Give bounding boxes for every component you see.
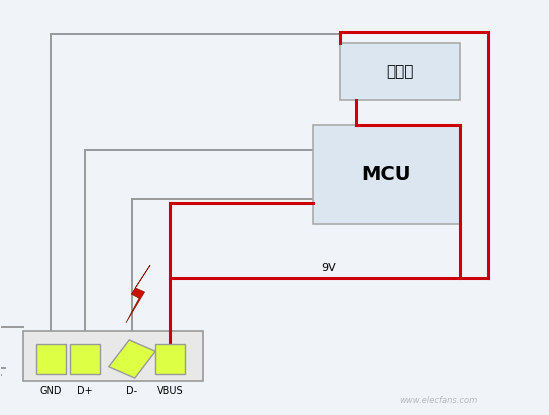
Text: MCU: MCU bbox=[362, 165, 411, 184]
Bar bbox=[313, 125, 460, 224]
Text: 充电器: 充电器 bbox=[386, 64, 414, 79]
Text: GND: GND bbox=[40, 386, 62, 395]
Text: 9V: 9V bbox=[321, 263, 336, 273]
Text: D+: D+ bbox=[77, 386, 93, 395]
Bar bbox=[109, 340, 155, 378]
Text: D-: D- bbox=[126, 386, 138, 395]
Bar bbox=[70, 344, 100, 374]
Bar bbox=[36, 344, 66, 374]
Bar bbox=[23, 331, 204, 381]
Text: VBUS: VBUS bbox=[156, 386, 183, 395]
Bar bbox=[340, 43, 460, 100]
Bar bbox=[155, 344, 185, 374]
Polygon shape bbox=[126, 265, 150, 323]
Text: www.elecfans.com: www.elecfans.com bbox=[399, 396, 478, 405]
